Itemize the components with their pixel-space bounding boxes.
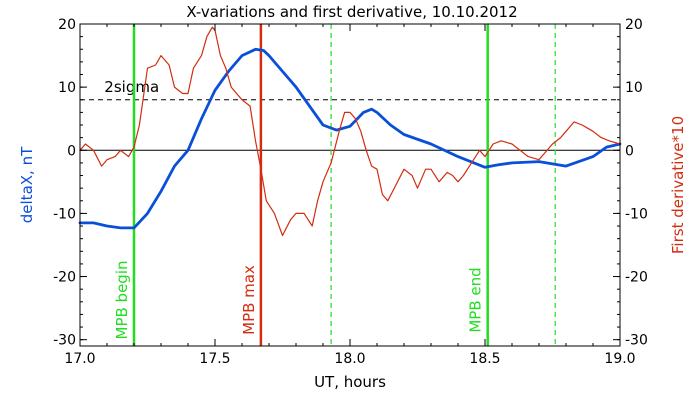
y-tick-label-left-0: 20	[58, 17, 76, 33]
y-axis-label-right: First derivative*10	[669, 116, 687, 254]
marker-label-0: MPB begin	[113, 261, 131, 340]
x-tick-label-0: 17.0	[64, 351, 95, 367]
x-axis: 17.0 17.5 18.0 18.5 19.0	[64, 24, 636, 367]
y-axis-label-left: deltaX, nT	[18, 146, 36, 223]
y-tick-label-right-3: -10	[625, 206, 648, 222]
marker-label-3: MPB end	[467, 267, 485, 332]
derivative-line	[79, 26, 621, 237]
y-tick-label-left-5: -30	[53, 333, 76, 349]
y-tick-label-right-0: 20	[625, 17, 643, 33]
two-sigma-label: 2sigma	[104, 78, 159, 96]
y-tick-label-right-4: -20	[625, 270, 648, 286]
y-tick-label-left-2: 0	[67, 143, 76, 159]
y-tick-label-left-4: -20	[53, 270, 76, 286]
x-axis-label: UT, hours	[314, 373, 386, 391]
y-tick-label-left-1: 10	[58, 80, 76, 96]
x-tick-label-4: 19.0	[604, 351, 635, 367]
plot-frame	[79, 23, 621, 347]
y-tick-label-left-3: -10	[53, 206, 76, 222]
chart-title: X-variations and first derivative, 10.10…	[186, 3, 517, 21]
marker-label-1: MPB max	[240, 265, 258, 335]
y-axis-right: 20 10 0 -10 -20 -30	[613, 17, 648, 349]
deltax-line	[78, 47, 622, 230]
x-tick-label-1: 17.5	[199, 351, 230, 367]
y-tick-label-right-2: 0	[625, 143, 634, 159]
y-tick-label-right-5: -30	[625, 333, 648, 349]
plot-area: 2sigma MPB begin MPB max MPB end	[78, 24, 622, 346]
y-axis-left: 20 10 0 -10 -20 -30	[53, 17, 87, 349]
y-tick-label-right-1: 10	[625, 80, 643, 96]
x-tick-label-3: 18.5	[469, 351, 500, 367]
x-tick-label-2: 18.0	[334, 351, 365, 367]
